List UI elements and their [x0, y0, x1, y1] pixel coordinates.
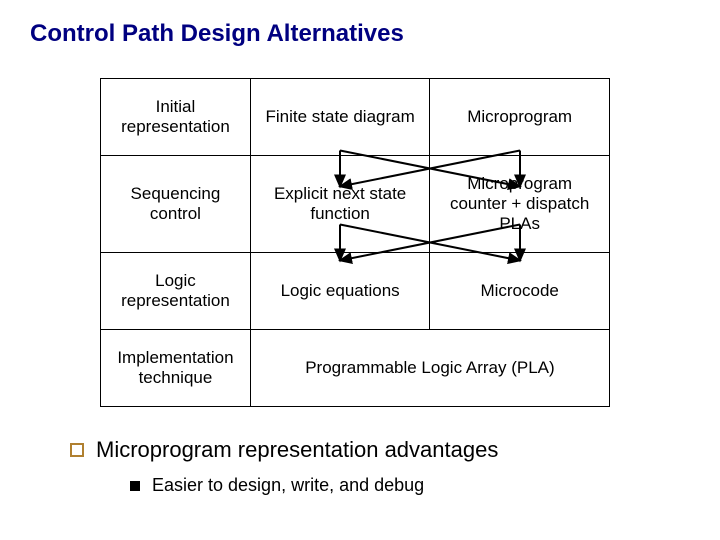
alternatives-table-wrap: Initial representation Finite state diag… — [100, 78, 610, 407]
bullet-main-text: Microprogram representation advantages — [96, 437, 498, 463]
alternatives-table: Initial representation Finite state diag… — [100, 78, 610, 407]
cell-microcode: Microcode — [430, 253, 610, 330]
row-label: Implementation technique — [101, 330, 251, 407]
table-row: Implementation technique Programmable Lo… — [101, 330, 610, 407]
row-label: Sequencing control — [101, 156, 251, 253]
table-row: Sequencing control Explicit next state f… — [101, 156, 610, 253]
row-label: Initial representation — [101, 79, 251, 156]
bullet-sub: Easier to design, write, and debug — [130, 475, 690, 496]
dot-bullet-icon — [130, 481, 140, 491]
cell-counter-pla: Microprogram counter + dispatch PLAs — [430, 156, 610, 253]
cell-pla-merged: Programmable Logic Array (PLA) — [250, 330, 609, 407]
cell-microprogram: Microprogram — [430, 79, 610, 156]
slide-title: Control Path Design Alternatives — [30, 20, 690, 48]
bullet-main: Microprogram representation advantages — [70, 437, 690, 463]
row-label: Logic representation — [101, 253, 251, 330]
bullet-sub-text: Easier to design, write, and debug — [152, 475, 424, 496]
table-row: Logic representation Logic equations Mic… — [101, 253, 610, 330]
square-bullet-icon — [70, 443, 84, 457]
footer-block: Microprogram representation advantages E… — [70, 437, 690, 496]
cell-logic-eq: Logic equations — [250, 253, 429, 330]
cell-fsd: Finite state diagram — [250, 79, 429, 156]
table-row: Initial representation Finite state diag… — [101, 79, 610, 156]
cell-explicit-next: Explicit next state function — [250, 156, 429, 253]
